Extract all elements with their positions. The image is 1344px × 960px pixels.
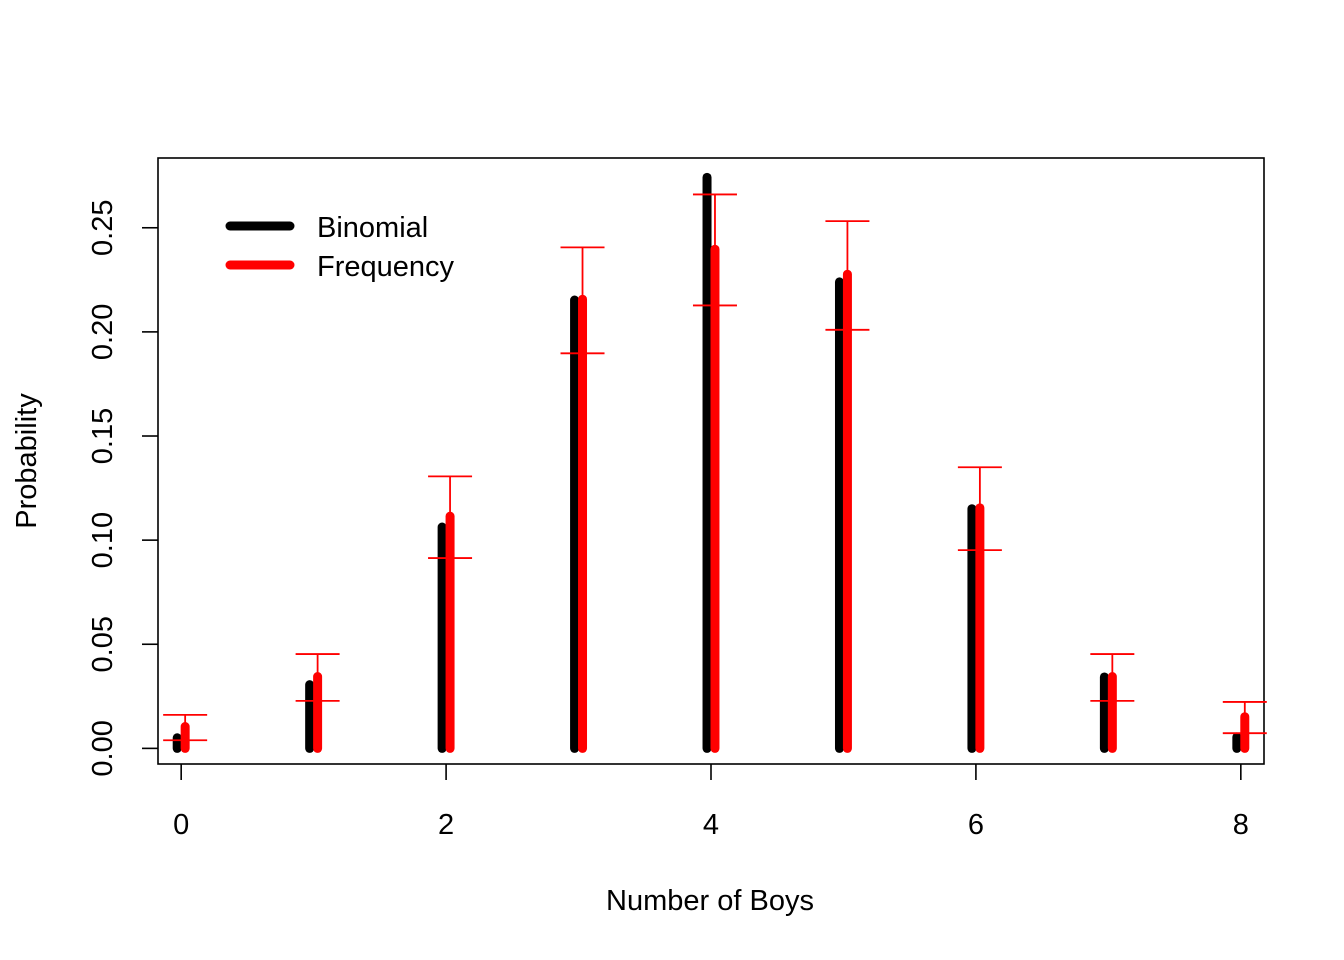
y-tick-label-2: 0.10 [87,512,119,568]
x-tick-label-0: 0 [173,809,189,841]
error-bar-3 [560,246,605,355]
y-tick-label-3: 0.15 [87,408,119,464]
error-bars [163,193,1267,742]
x-tick-label-4: 4 [703,809,719,841]
y-tick-label-1: 0.05 [87,616,119,672]
error-bar-1 [295,653,340,702]
legend: Binomial Frequency [225,212,455,283]
y-axis-label: Probability [11,393,43,529]
y-tick-label-5: 0.25 [87,200,119,256]
error-bar-2 [428,475,473,559]
error-bar-6 [957,466,1002,552]
error-bar-0 [163,713,208,742]
y-axis: 0.00 0.05 0.10 0.15 0.20 0.25 [87,200,158,777]
error-bar-8 [1222,701,1267,735]
legend-label-binomial: Binomial [317,212,428,244]
legend-label-frequency: Frequency [317,251,455,283]
error-bar-4 [692,193,737,307]
x-tick-label-8: 8 [1233,809,1249,841]
error-bar-5 [825,220,870,331]
x-tick-label-2: 2 [438,809,454,841]
x-axis-label: Number of Boys [606,885,814,917]
y-tick-label-0: 0.00 [87,720,119,776]
x-tick-label-6: 6 [968,809,984,841]
y-tick-label-4: 0.20 [87,304,119,360]
error-bar-7 [1090,653,1135,702]
x-axis: 0 2 4 6 8 [173,764,1249,841]
